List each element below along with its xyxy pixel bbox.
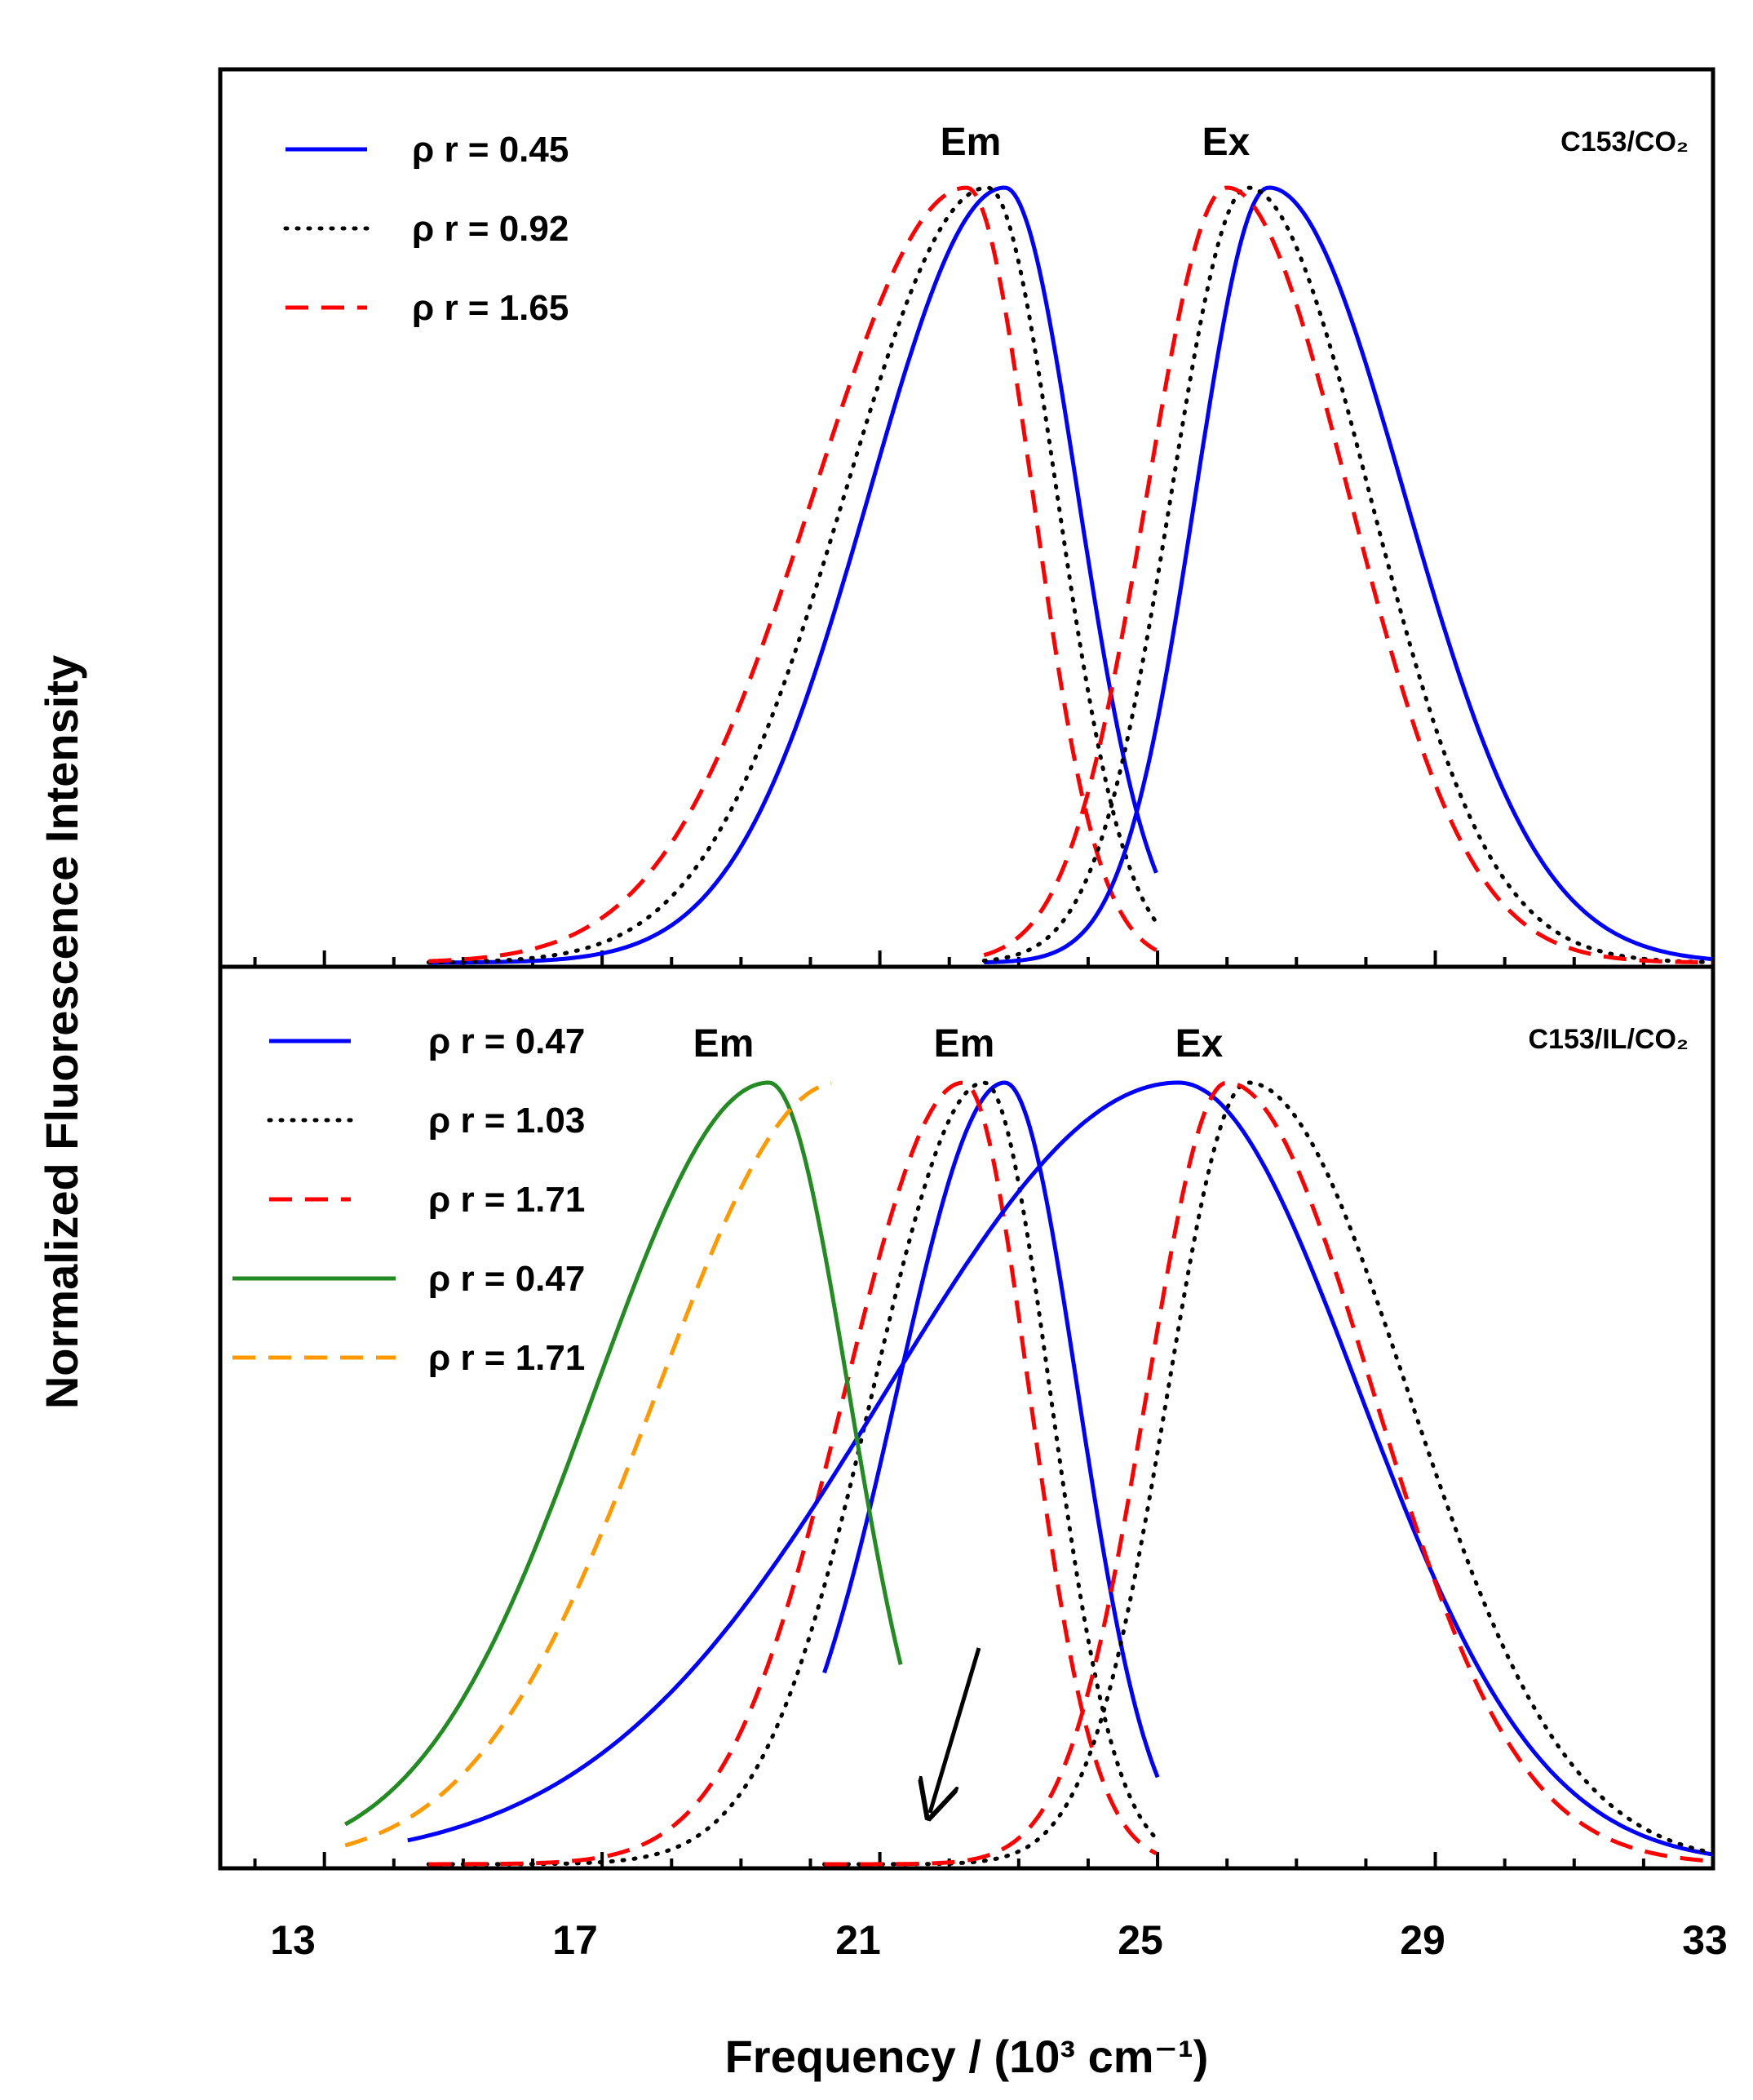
legend-label-bottom-1: ρ r = 1.03: [428, 1101, 585, 1141]
x-ticks: [253, 950, 1715, 1868]
tick-label-21: 21: [835, 1917, 881, 1963]
legend-label-top-2: ρ r = 1.65: [412, 288, 569, 328]
series-bottom-6-difference: [343, 1080, 903, 1827]
series-top-5-excitation: [983, 185, 1712, 965]
annotation-em-right-bottom: Em: [934, 1022, 995, 1066]
legend-label-bottom-4: ρ r = 1.71: [428, 1338, 585, 1378]
tick-label-17: 17: [552, 1917, 598, 1963]
panel-label-bottom: C153/IL/CO₂: [1529, 1024, 1689, 1055]
series-bottom-0-emission: [822, 1080, 1160, 1779]
annotation-em-left-bottom: Em: [693, 1022, 755, 1066]
top-panel-curves: [426, 185, 1713, 965]
tick-label-13: 13: [270, 1917, 316, 1963]
legend-label-top-0: ρ r = 0.45: [412, 130, 569, 170]
legend-label-top-1: ρ r = 0.92: [412, 209, 569, 249]
arrow-annotation: [930, 1647, 981, 1813]
series-top-4-excitation: [981, 185, 1713, 964]
bottom-panel-curves: [343, 1080, 1713, 1867]
series-top-0-emission: [428, 185, 1158, 965]
legend-label-bottom-0: ρ r = 0.47: [428, 1021, 585, 1061]
series-bottom-5-excitation: [824, 1080, 1713, 1867]
y-axis-title: Normalized Fluorescence Intensity: [36, 655, 87, 1409]
series-top-3-excitation: [984, 185, 1712, 964]
tick-label-29: 29: [1400, 1917, 1445, 1963]
series-bottom-2-emission: [428, 1080, 1158, 1867]
series-top-1-emission: [426, 185, 1158, 965]
series-top-2-emission: [428, 185, 1158, 964]
legend-label-bottom-2: ρ r = 1.71: [428, 1180, 585, 1220]
annotation-ex-bottom: Ex: [1175, 1022, 1224, 1066]
legend-top: ρ r = 0.45 ρ r = 0.92 ρ r = 1.65: [283, 130, 569, 328]
plot-frame-bottom: [218, 964, 1715, 1871]
plot-frame-top: [218, 67, 1715, 969]
x-axis-title: Frequency / (10³ cm⁻¹): [725, 2031, 1209, 2082]
tick-label-25: 25: [1118, 1917, 1163, 1963]
tick-label-33: 33: [1682, 1917, 1728, 1963]
series-bottom-3-excitation: [407, 1080, 1713, 1857]
annotation-ex-top: Ex: [1202, 121, 1251, 164]
annotation-em-top: Em: [941, 121, 1002, 164]
legend-label-bottom-3: ρ r = 0.47: [428, 1259, 585, 1299]
legend-bottom: ρ r = 0.47 ρ r = 1.03 ρ r = 1.71 ρ r = 0…: [232, 1021, 585, 1378]
series-bottom-4-excitation: [822, 1080, 1713, 1867]
panel-label-top: C153/CO₂: [1560, 126, 1689, 157]
series-bottom-7-difference: [344, 1081, 832, 1848]
